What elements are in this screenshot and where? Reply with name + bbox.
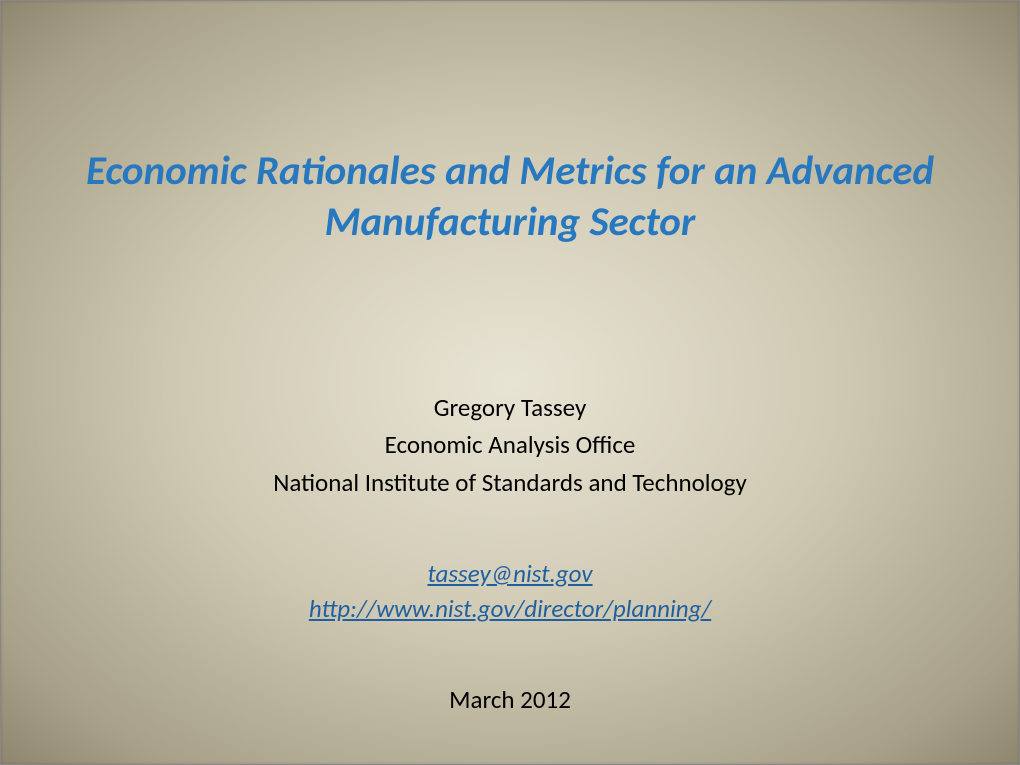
author-institution: National Institute of Standards and Tech… [273, 464, 747, 502]
links-block: tassey@nist.gov http://www.nist.gov/dire… [309, 556, 711, 626]
slide-container: Economic Rationales and Metrics for an A… [0, 0, 1020, 765]
slide-date: March 2012 [449, 684, 571, 715]
slide-title: Economic Rationales and Metrics for an A… [1, 146, 1019, 249]
author-block: Gregory Tassey Economic Analysis Office … [273, 389, 747, 502]
website-link[interactable]: http://www.nist.gov/director/planning/ [309, 593, 711, 624]
email-link[interactable]: tassey@nist.gov [427, 558, 592, 589]
author-office: Economic Analysis Office [273, 426, 747, 464]
author-name: Gregory Tassey [273, 389, 747, 427]
